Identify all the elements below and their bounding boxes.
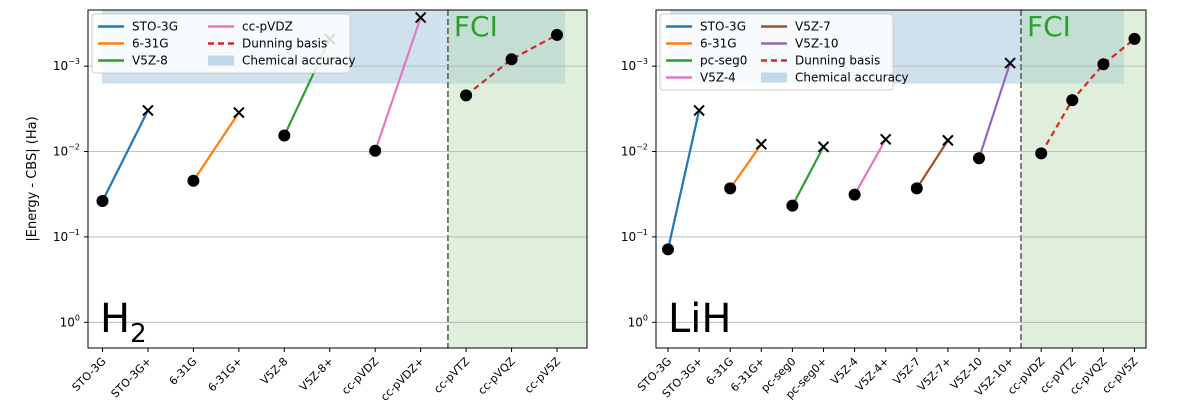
data-point-dot [369, 144, 382, 157]
series-line-STO-3G [666, 110, 701, 250]
y-tick-exponent: −2 [68, 143, 80, 152]
x-tick-label: V5Z-8 [258, 355, 290, 387]
y-tick-label: 100 [60, 313, 80, 329]
y-tick-exponent: −1 [68, 228, 80, 237]
legend-box [659, 13, 894, 91]
data-point-cross [142, 104, 154, 117]
fci-label: FCI [454, 10, 498, 43]
legend-label: V5Z-10 [795, 37, 838, 51]
legend-label: Dunning basis [242, 37, 327, 51]
legend-label: 6-31G [700, 37, 737, 51]
data-point-dot [910, 182, 923, 195]
x-tick-label: V5Z-8+ [297, 355, 336, 394]
y-axis-label: |Energy - CBS| (Ha) [25, 116, 40, 241]
y-tick-label: 10−2 [621, 143, 648, 159]
data-point-dot [662, 243, 674, 256]
data-point-dot [1066, 94, 1079, 107]
axes-frame [87, 9, 588, 349]
x-tick-label: cc-pVDZ+ [378, 355, 427, 404]
x-tick-label: cc-pVDZ [339, 355, 381, 397]
series-line-6-31G [729, 143, 763, 189]
legend-label: V5Z-7 [795, 20, 831, 34]
panel-label: LiH [668, 296, 731, 342]
data-point-cross [233, 106, 245, 119]
data-point-cross [755, 138, 768, 150]
y-tick-label: 100 [628, 313, 648, 329]
data-point-dot [1035, 147, 1048, 160]
series-line-V5Z-7 [915, 139, 949, 189]
legend-label: V5Z-4 [700, 71, 736, 85]
panel-label: H2 [100, 296, 147, 349]
series-line-cc-pVDZ [374, 17, 422, 152]
legend-label: pc-seg0 [700, 54, 747, 68]
y-tick-label: 10−3 [621, 57, 648, 73]
x-tick-label: cc-pVQZ [475, 355, 518, 398]
y-tick-exponent: 0 [643, 313, 648, 322]
x-tick-label: cc-pV5Z [522, 355, 563, 396]
x-tick-label: 6-31G [167, 355, 200, 388]
data-point-dot [505, 53, 518, 66]
axes-frame [655, 9, 1147, 349]
legend-label: STO-3G [132, 20, 178, 34]
x-tick-label: V5Z-7+ [915, 355, 954, 394]
data-point-cross [817, 141, 830, 153]
fci-region [447, 10, 587, 348]
y-tick-exponent: 0 [75, 313, 80, 322]
data-point-dot [187, 174, 200, 187]
legend-swatch [761, 72, 787, 83]
x-tick-label: STO-3G+ [109, 355, 155, 401]
fci-region [1020, 10, 1146, 348]
data-point-dot [848, 188, 861, 201]
y-tick-exponent: −1 [636, 228, 648, 237]
legend-label: 6-31G [132, 37, 169, 51]
data-point-dot [278, 129, 291, 142]
data-point-dot [1128, 32, 1141, 45]
series-line-pc-seg0 [791, 146, 825, 207]
data-point-dot [786, 199, 799, 212]
data-point-cross [942, 134, 954, 147]
x-tick-label: 6-31G+ [206, 355, 245, 394]
y-tick-exponent: −2 [636, 143, 648, 152]
y-tick-exponent: −3 [636, 57, 648, 66]
x-tick-label: STO-3G [70, 355, 109, 394]
series-line-6-31G [192, 111, 240, 182]
data-point-cross [1004, 57, 1016, 69]
legend-swatch [208, 55, 234, 66]
data-point-dot [460, 89, 473, 102]
x-tick-label: V5Z-4+ [853, 355, 892, 394]
y-tick-label: 10−1 [621, 228, 648, 244]
data-point-cross [879, 133, 892, 146]
fci-label: FCI [1027, 10, 1071, 43]
series-line-STO-3G [101, 109, 149, 202]
series-line-Dunning basis [465, 33, 558, 97]
data-point-dot [724, 182, 737, 195]
legend-label: STO-3G [700, 20, 746, 34]
series-line-V5Z-10 [977, 62, 1012, 159]
panel-1: 10010−110−210−310−4STO-3GSTO-3G+6-31G6-3… [25, 9, 588, 404]
y-tick-label: 10−1 [53, 228, 80, 244]
legend-label: cc-pVDZ [242, 20, 293, 34]
panel-2: 10010−110−210−310−4STO-3GSTO-3G+6-31G6-3… [621, 9, 1147, 401]
panel-label-subscript: 2 [130, 319, 147, 349]
data-point-cross [693, 104, 705, 117]
data-point-dot [973, 152, 985, 165]
x-tick-label: cc-pVTZ [431, 355, 472, 396]
legend-label: Dunning basis [795, 54, 880, 68]
y-tick-exponent: −3 [68, 57, 80, 66]
series-line-V5Z-4 [853, 138, 887, 196]
series-line-Dunning basis [1040, 38, 1136, 154]
y-tick-label: 10−3 [53, 57, 80, 73]
legend-label: Chemical accuracy [242, 54, 356, 68]
legend-label: V5Z-8 [132, 54, 168, 68]
legend-label: Chemical accuracy [795, 71, 909, 85]
data-point-cross [414, 11, 427, 24]
data-point-dot [96, 195, 109, 208]
data-point-dot [551, 28, 563, 41]
y-tick-label: 10−2 [53, 143, 80, 159]
data-point-dot [1097, 58, 1110, 71]
